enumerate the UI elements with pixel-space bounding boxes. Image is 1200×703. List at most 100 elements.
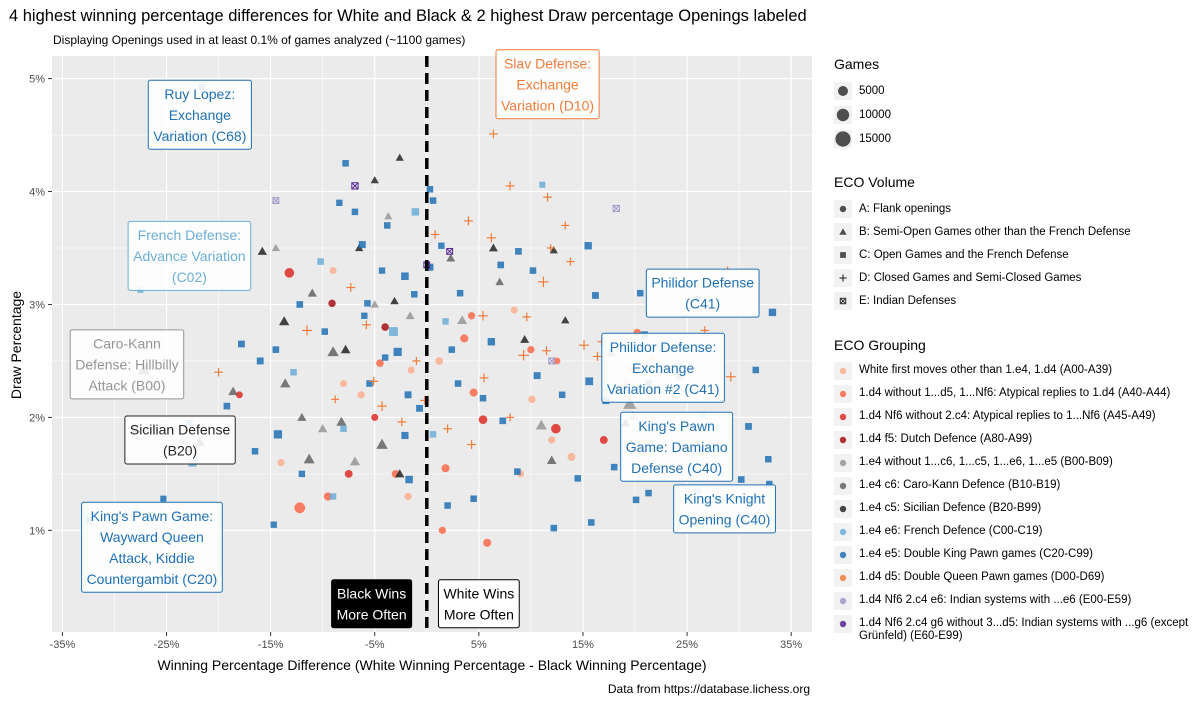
box-stroke [351, 182, 359, 190]
legend-key-glyph [839, 459, 847, 467]
data-point [279, 316, 290, 326]
box-stroke [351, 182, 359, 190]
legend-key-svg [839, 273, 847, 282]
data-point [443, 424, 452, 434]
data-point [737, 476, 745, 483]
label-box [620, 411, 734, 482]
data-point [585, 377, 594, 386]
opening-label: French Defense: Advance Variation (C02) [127, 220, 252, 291]
data-point [446, 253, 456, 262]
legend-label: C: Open Games and the French Defense [859, 248, 1069, 261]
data-point [390, 296, 399, 305]
chart-title: 4 highest winning percentage differences… [9, 7, 807, 25]
legend-key-svg [839, 528, 847, 536]
data-point [561, 316, 570, 324]
data-point [284, 268, 295, 278]
x-tick-label: -5% [365, 639, 385, 651]
y-tick-label: 3% [29, 299, 45, 311]
legend-key [834, 569, 852, 587]
volume-legend-item: C: Open Games and the French Defense [834, 243, 1131, 266]
data-point [610, 463, 618, 471]
data-point [294, 502, 306, 514]
data-point [370, 176, 379, 184]
data-point [340, 344, 351, 354]
data-point [528, 395, 536, 404]
legend-key-svg [839, 597, 847, 605]
legend-label: 1.d4 without 1...d5, 1...Nf6: Atypical r… [859, 387, 1171, 399]
data-point [542, 346, 551, 356]
corner-note: Black Wins More Often [331, 579, 413, 629]
data-point [593, 351, 603, 361]
label-line: Ruy Lopez: [164, 86, 235, 102]
label-line: Defense: Hillbilly [75, 356, 178, 372]
label-line: Sicilian Defense [130, 422, 231, 438]
eco-grouping-legend: ECO Grouping White first moves other tha… [834, 337, 1189, 643]
data-point [467, 440, 476, 449]
legend-key [834, 362, 852, 380]
legend-label: 1.d4 f5: Dutch Defence (A80-A99) [859, 433, 1033, 445]
legend-key [834, 477, 852, 495]
data-point [351, 182, 359, 190]
data-point [442, 318, 449, 325]
legend-key-glyph [840, 251, 846, 258]
data-point [401, 272, 409, 281]
grouping-legend-title: ECO Grouping [834, 337, 926, 353]
data-point [546, 455, 557, 464]
opening-label: King's Pawn Game: Wayward Queen Attack, Ki… [81, 501, 223, 593]
data-point [495, 277, 504, 286]
legend-key-glyph [839, 597, 847, 605]
legend-key-svg [839, 227, 847, 235]
legend-key [834, 615, 852, 633]
grouping-legend-item: 1.d4 without 1...d5, 1...Nf6: Atypical r… [834, 383, 1189, 406]
data-point [551, 423, 561, 434]
label-line: Philidor Defense: [610, 339, 717, 355]
data-point [538, 276, 549, 288]
data-point [272, 346, 280, 353]
data-point [271, 243, 281, 252]
data-point [486, 233, 496, 243]
legend-key-svg [839, 505, 847, 513]
box-stroke [839, 297, 847, 304]
legend-label: White first moves other than 1.e4, 1.d4 … [859, 364, 1113, 376]
legend-key-glyph [839, 574, 847, 582]
label-line: Countergambit (C20) [87, 571, 218, 587]
legend-key-svg [839, 390, 847, 398]
data-point [257, 246, 267, 255]
grouping-legend-item: 1.d4 f5: Dutch Defence (A80-A99) [834, 429, 1189, 452]
grouping-legend-item: White first moves other than 1.e4, 1.d4 … [834, 360, 1189, 383]
legend-key-glyph [839, 205, 847, 212]
legend-key-svg [839, 205, 847, 212]
legend-key [834, 130, 852, 148]
x-axis-title: Winning Percentage Difference (White Win… [157, 657, 707, 673]
data-point [214, 367, 223, 377]
data-point [549, 246, 558, 254]
legend-key [834, 431, 852, 449]
data-point [364, 300, 371, 307]
label-line: Opening (C40) [679, 511, 771, 527]
data-point [329, 493, 337, 500]
data-point [497, 261, 505, 269]
label-line: Defense (C40) [631, 460, 722, 476]
data-point [448, 346, 456, 353]
box-stroke [272, 197, 280, 204]
data-point [384, 212, 393, 220]
data-point [336, 199, 343, 207]
legend-key-glyph [836, 108, 850, 122]
data-point [527, 346, 535, 354]
box-stroke [612, 205, 620, 212]
legend-key [834, 291, 852, 310]
legend-key-glyph [839, 505, 847, 513]
data-point [395, 153, 404, 161]
data-point [612, 204, 620, 213]
grouping-legend-item: 1.d4 Nf6 2.c4 g6 without 3...d5: Indian … [834, 613, 1189, 643]
legend-key-svg [839, 367, 847, 375]
data-point [296, 301, 304, 308]
x-tick-label: -25% [154, 639, 180, 651]
data-point [297, 412, 307, 421]
data-point [381, 323, 389, 331]
size-legend-item: 15000 [834, 127, 891, 151]
label-line: Variation (C68) [153, 128, 246, 144]
legend-key [834, 385, 852, 403]
data-point [327, 346, 339, 357]
